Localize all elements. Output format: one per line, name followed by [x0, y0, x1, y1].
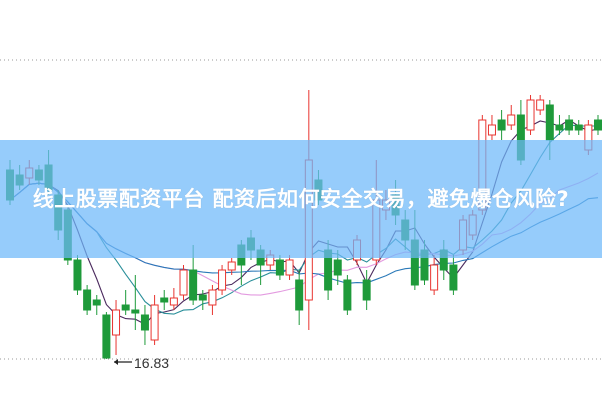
candle-body: [83, 289, 92, 311]
candle: [92, 295, 101, 315]
low-annotation: 16.83: [114, 355, 169, 371]
candle-body: [449, 264, 458, 291]
candle: [526, 95, 535, 135]
candle-body: [275, 259, 284, 276]
candle-body: [169, 297, 178, 306]
candle-body: [179, 269, 188, 296]
candle-body: [362, 279, 371, 301]
candle: [449, 255, 458, 295]
candle-body: [536, 99, 545, 111]
candle: [218, 265, 227, 295]
candle: [121, 290, 130, 315]
candle: [150, 295, 159, 345]
candle: [430, 255, 439, 295]
candle: [536, 95, 545, 115]
candle-body: [333, 259, 342, 276]
candle-body: [112, 309, 121, 336]
candle: [112, 300, 121, 355]
candle: [487, 115, 496, 140]
candle: [295, 270, 304, 325]
candle-body: [140, 314, 149, 331]
candle-body: [73, 259, 82, 291]
candle-body: [555, 124, 564, 131]
candle: [73, 255, 82, 295]
candle-body: [487, 124, 496, 136]
candle-body: [295, 279, 304, 311]
candle: [169, 288, 178, 310]
candle: [198, 290, 207, 310]
candle-body: [92, 299, 101, 306]
candle-body: [131, 309, 140, 314]
candle-body: [545, 104, 554, 141]
candle-body: [160, 297, 169, 303]
candle: [507, 105, 516, 130]
candle-body: [227, 261, 236, 271]
candle: [102, 312, 111, 359]
candle-body: [343, 279, 352, 311]
candle: [594, 115, 602, 135]
candle-body: [218, 269, 227, 291]
candle-body: [150, 304, 159, 341]
candle-body: [189, 269, 198, 301]
candle: [555, 115, 564, 135]
candle: [565, 115, 574, 135]
candle-body: [574, 124, 583, 131]
candle-body: [594, 119, 602, 131]
candle: [131, 275, 140, 330]
article-title: 线上股票配资平台 配资后如何安全交易，避免爆仓风险?: [32, 187, 570, 211]
candle-body: [102, 314, 111, 359]
candle: [362, 270, 371, 310]
candle: [343, 275, 352, 315]
candle-body: [507, 114, 516, 126]
candle-body: [497, 119, 506, 131]
low-price-label: 16.83: [134, 355, 169, 371]
title-banner: 线上股票配资平台 配资后如何安全交易，避免爆仓风险?: [0, 140, 602, 258]
candle: [140, 305, 149, 345]
candle-body: [565, 119, 574, 131]
candle-body: [526, 99, 535, 131]
candle: [227, 258, 236, 275]
candle: [275, 255, 284, 280]
candle: [497, 110, 506, 140]
candle-body: [285, 259, 294, 276]
candle: [179, 265, 188, 300]
candle: [208, 285, 217, 315]
candle-body: [121, 304, 130, 311]
candle: [83, 285, 92, 315]
candle: [285, 255, 294, 280]
candle: [574, 120, 583, 135]
candle-body: [430, 264, 439, 291]
candle: [160, 290, 169, 310]
candle-body: [208, 289, 217, 306]
candle-body: [198, 294, 207, 301]
